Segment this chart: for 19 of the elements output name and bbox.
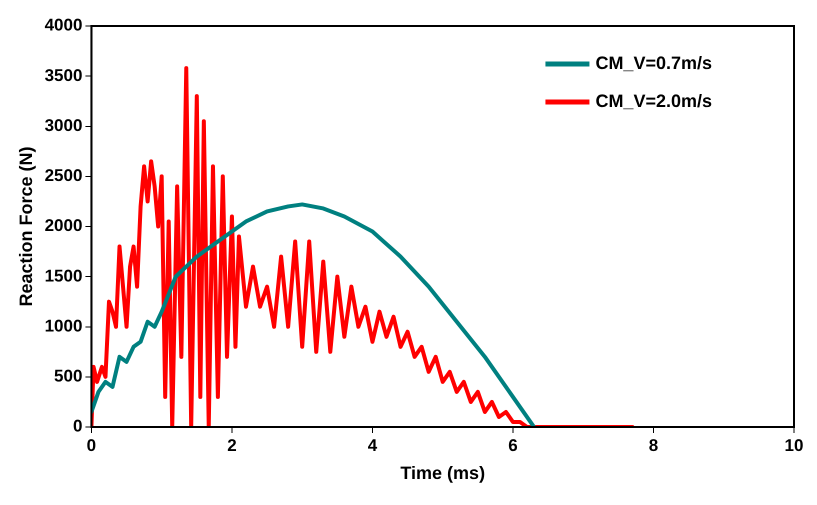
y-tick-label: 4000 (44, 16, 82, 35)
x-tick-label: 2 (227, 436, 237, 455)
x-tick-label: 8 (648, 436, 658, 455)
y-tick-label: 0 (72, 416, 82, 436)
x-tick-label: 4 (368, 436, 378, 455)
y-tick-label: 2000 (44, 216, 82, 236)
y-axis-title: Reaction Force (N) (16, 146, 36, 307)
y-tick-label: 1000 (44, 316, 82, 336)
legend-label: CM_V=0.7m/s (595, 52, 712, 73)
y-tick-label: 3000 (44, 116, 82, 135)
x-tick-label: 0 (86, 436, 96, 455)
y-tick-label: 500 (54, 366, 82, 386)
x-axis-title: Time (ms) (400, 463, 486, 484)
x-tick-label: 6 (508, 436, 518, 455)
legend-label: CM_V=2.0m/s (595, 90, 712, 111)
y-tick-label: 1500 (44, 266, 82, 286)
x-tick-label: 10 (784, 436, 804, 455)
y-tick-label: 3500 (44, 66, 82, 85)
y-tick-label: 2500 (44, 166, 82, 186)
